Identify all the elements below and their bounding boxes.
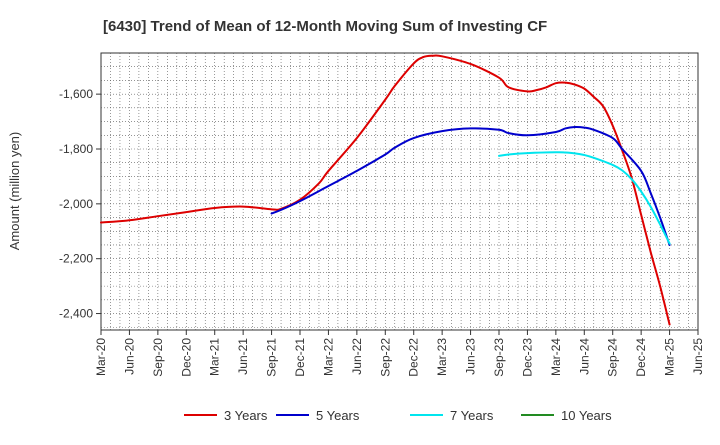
- x-tick-label: Mar-23: [435, 338, 449, 376]
- y-axis-ticks: -2,400 -2,200 -2,000 -1,800 -1,600: [59, 87, 101, 321]
- x-tick-label: Dec-21: [293, 338, 307, 377]
- x-tick-label: Dec-23: [520, 338, 534, 377]
- legend-label-5-years: 5 Years: [316, 408, 360, 423]
- x-tick-label: Jun-24: [577, 338, 591, 375]
- x-tick-label: Sep-20: [151, 338, 165, 377]
- x-tick-label: Sep-21: [265, 338, 279, 377]
- x-tick-label: Mar-25: [663, 338, 677, 376]
- y-tick-label: -2,200: [59, 252, 93, 266]
- horizontal-gridlines: [101, 66, 698, 328]
- x-tick-label: Mar-24: [549, 338, 563, 376]
- x-tick-label: Jun-22: [350, 338, 364, 375]
- x-tick-label: Jun-20: [122, 338, 136, 375]
- x-tick-label: Sep-23: [492, 338, 506, 377]
- x-tick-label: Mar-21: [208, 338, 222, 376]
- y-tick-label: -2,000: [59, 197, 93, 211]
- series-line-3-years: [100, 54, 671, 326]
- x-tick-label: Dec-22: [407, 338, 421, 377]
- x-tick-label: Mar-20: [94, 338, 108, 376]
- series-lines: [100, 54, 671, 326]
- chart-title: [6430] Trend of Mean of 12-Month Moving …: [103, 18, 547, 35]
- series-line-5-years: [270, 126, 671, 246]
- x-tick-label: Jun-21: [236, 338, 250, 375]
- x-tick-label: Sep-24: [606, 338, 620, 377]
- x-tick-label: Jun-25: [691, 338, 705, 375]
- legend-label-7-years: 7 Years: [450, 408, 494, 423]
- x-tick-label: Jun-23: [464, 338, 478, 375]
- legend-label-10-years: 10 Years: [561, 408, 612, 423]
- legend-label-3-years: 3 Years: [224, 408, 268, 423]
- x-tick-label: Dec-20: [179, 338, 193, 377]
- legend: 3 Years 5 Years 7 Years 10 Years: [184, 408, 612, 423]
- y-tick-label: -1,600: [59, 87, 93, 101]
- y-tick-label: -2,400: [59, 307, 93, 321]
- x-tick-label: Sep-22: [378, 338, 392, 377]
- x-tick-label: Dec-24: [634, 338, 648, 377]
- x-tick-label: Mar-22: [321, 338, 335, 376]
- vertical-gridlines: [110, 53, 689, 330]
- y-axis-label: Amount (million yen): [7, 132, 22, 251]
- y-tick-label: -1,800: [59, 142, 93, 156]
- x-axis-ticks: Mar-20 Jun-20 Sep-20 Dec-20 Mar-21 Jun-21 Sep-…: [94, 330, 705, 377]
- plot-area: [100, 52, 699, 331]
- series-line-7-years: [498, 151, 671, 245]
